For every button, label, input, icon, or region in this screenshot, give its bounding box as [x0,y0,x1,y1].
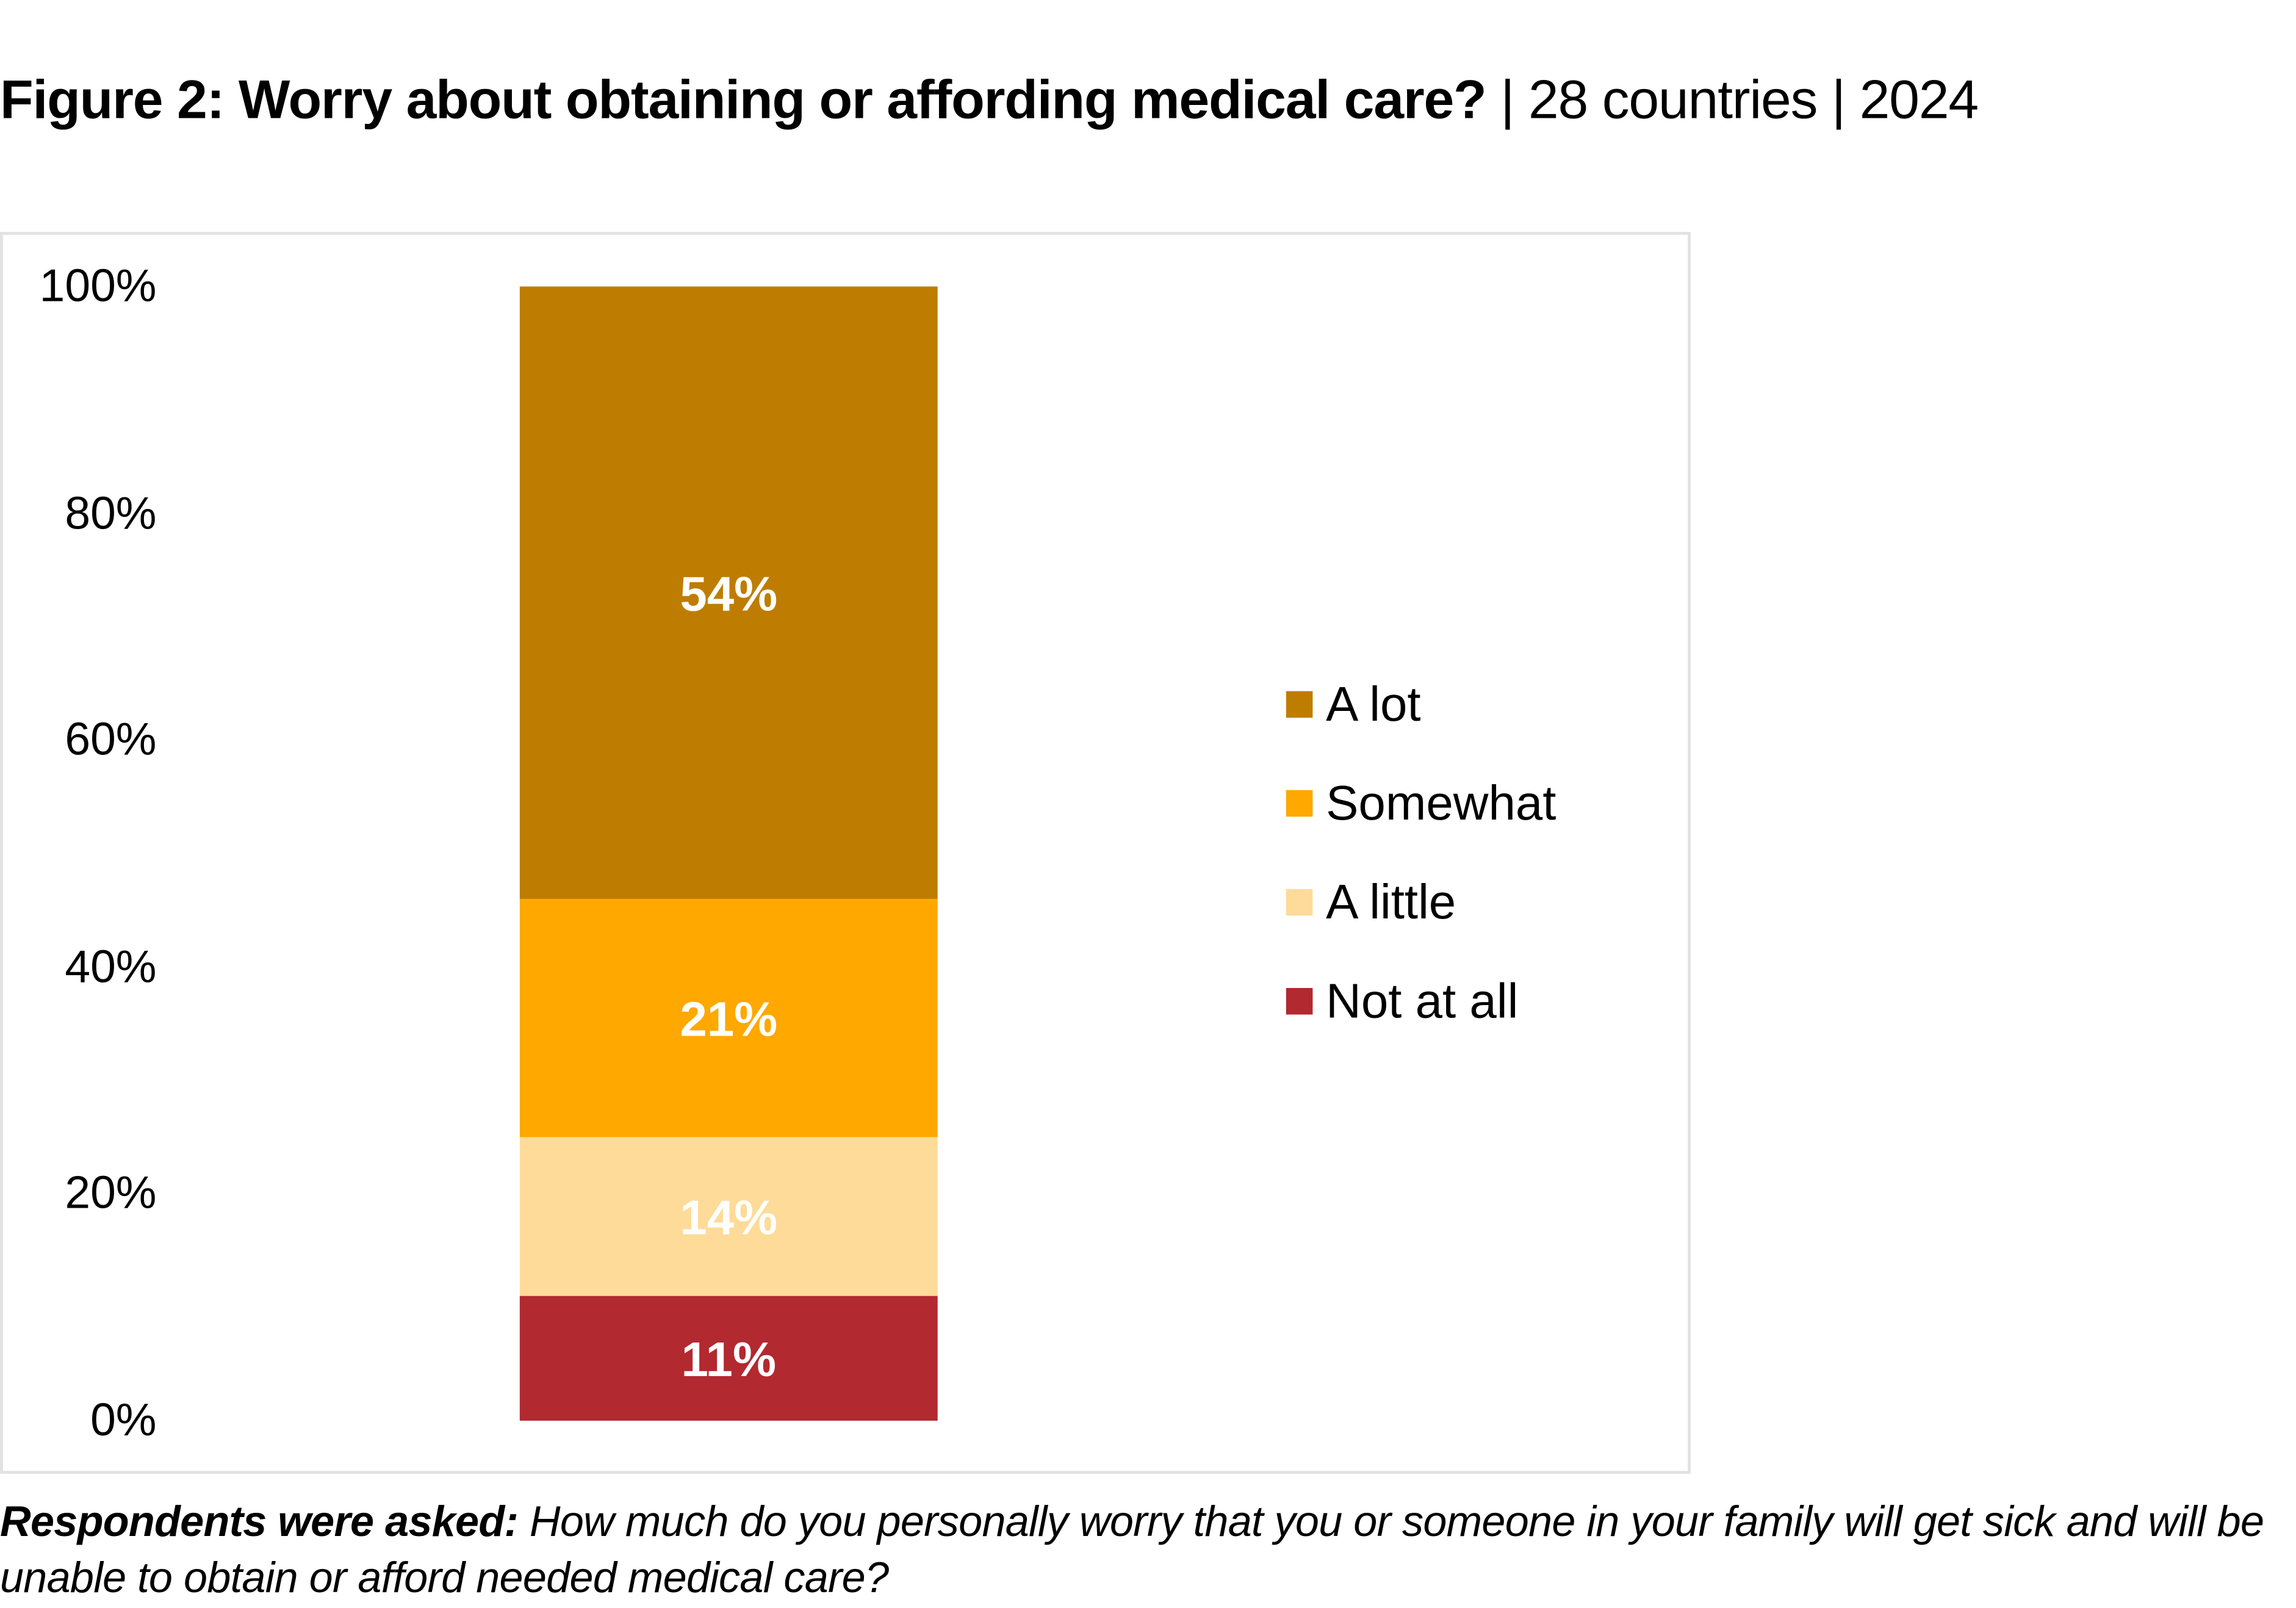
footer-lead: Respondents were asked: [0,1499,519,1546]
legend-item: A lot [1286,676,1421,732]
y-tick-label: 60% [65,713,157,766]
bar-segment-somewhat [519,899,938,1137]
data-label: 21% [680,992,777,1046]
data-label: 54% [680,566,777,621]
data-label: 11% [682,1332,776,1386]
y-tick-label: 100% [39,259,157,312]
legend-label: A lot [1326,676,1421,731]
y-tick-label: 20% [65,1167,157,1219]
footer-note: Respondents were asked: How much do you … [0,1494,2289,1607]
legend-swatch [1286,790,1313,817]
y-tick-label: 80% [65,486,157,539]
legend-swatch [1286,691,1313,718]
chart-title: Figure 2: Worry about obtaining or affor… [0,65,2067,135]
bar-segment-a-lot [519,286,938,900]
chart-frame [0,231,1691,1474]
legend-item: Not at all [1286,973,1519,1029]
legend-label: Somewhat [1326,775,1556,831]
footer-question: How much do you personally worry that yo… [0,1499,2264,1603]
bar-segment-a-little [519,1137,938,1296]
title-main: Figure 2: Worry about obtaining or affor… [0,69,1487,130]
legend-item: A little [1286,874,1456,931]
legend-label: A little [1326,874,1456,929]
legend-item: Somewhat [1286,776,1556,832]
title-subtitle: | 28 countries | 2024 [1486,69,1979,130]
legend-label: Not at all [1326,973,1519,1028]
legend-swatch [1286,987,1313,1015]
bar-segment-not-at-all [519,1296,938,1421]
data-label: 14% [680,1191,777,1245]
y-tick-label: 40% [65,940,157,992]
y-tick-label: 0% [90,1394,157,1446]
legend-swatch [1286,889,1313,916]
